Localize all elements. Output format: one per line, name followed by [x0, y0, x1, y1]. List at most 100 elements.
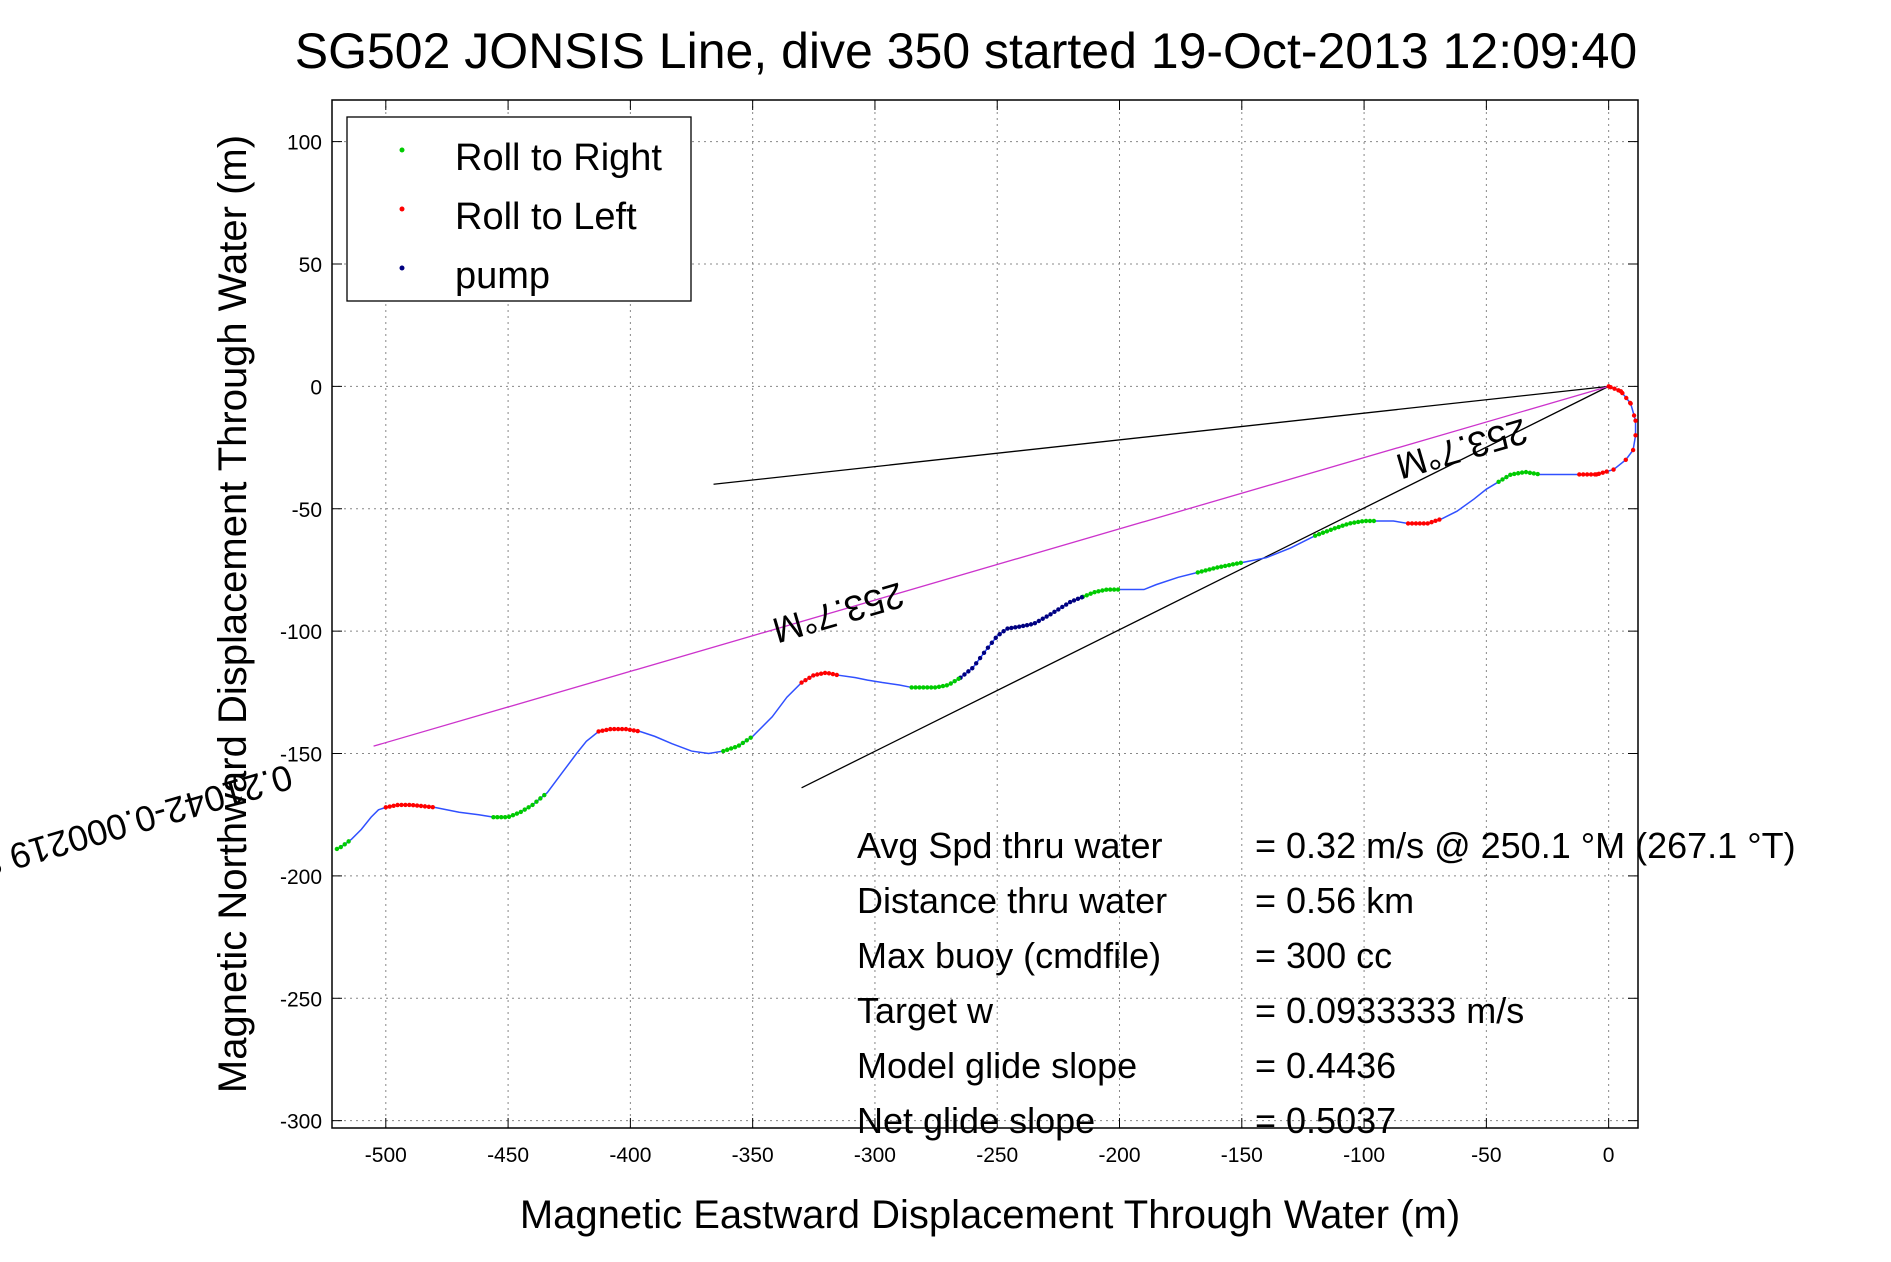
track-marker-roll-to-left: [1588, 472, 1594, 477]
track-marker-roll-to-right: [1356, 519, 1361, 525]
track-marker-pump: [1067, 599, 1073, 605]
track-marker-pump: [1028, 622, 1034, 627]
track-marker-roll-to-right: [925, 685, 930, 690]
track-marker-pump: [1060, 604, 1065, 610]
track-marker-roll-to-left: [1584, 472, 1590, 477]
track-marker-roll-to-right: [1348, 521, 1353, 526]
track-marker-roll-to-left: [1433, 518, 1438, 524]
track-marker-roll-to-right: [1211, 566, 1216, 571]
track-marker-roll-to-right: [928, 685, 934, 690]
track-marker-roll-to-right: [538, 796, 543, 801]
track-marker-roll-to-left: [627, 727, 633, 732]
track-marker-roll-to-left: [1417, 521, 1423, 526]
y-tick-label: -150: [280, 744, 322, 767]
legend-label-roll-left: Roll to Left: [455, 196, 637, 238]
track-marker-roll-to-right: [1195, 570, 1200, 575]
track-marker-roll-to-right: [1344, 522, 1349, 527]
annotation-label: Avg Spd thru water: [857, 825, 1163, 866]
track-marker-roll-to-right: [526, 805, 531, 810]
track-marker-roll-to-right: [725, 747, 730, 752]
track-marker-roll-to-left: [1604, 469, 1609, 474]
track-marker-roll-to-right: [542, 792, 547, 798]
x-tick-label: -250: [976, 1144, 1018, 1167]
track-marker-roll-to-right: [1519, 470, 1525, 475]
track-marker-roll-to-left: [1425, 521, 1430, 526]
track-marker-roll-to-left: [418, 803, 424, 809]
annotation-value: = 0.0933333 m/s: [1255, 990, 1524, 1031]
track-marker-roll-to-left: [631, 728, 636, 733]
track-marker-roll-to-left: [407, 802, 412, 808]
legend-label-pump: pump: [455, 255, 550, 297]
track-marker-pump: [985, 645, 991, 650]
track-marker-pump: [1071, 598, 1077, 603]
y-tick-label: -50: [292, 499, 322, 522]
track-marker-roll-to-right: [1096, 589, 1101, 594]
track-marker-roll-to-right: [1504, 474, 1509, 480]
track-marker-roll-to-right: [1100, 588, 1105, 593]
track-marker-roll-to-right: [1367, 518, 1373, 524]
track-marker-roll-to-right: [917, 685, 922, 690]
track-marker-roll-to-right: [499, 814, 504, 820]
track-marker-roll-to-left: [822, 670, 828, 676]
legend-marker-roll-right: [399, 147, 405, 153]
track-marker-roll-to-right: [1527, 470, 1533, 475]
annotation-label: Distance thru water: [857, 880, 1167, 921]
heading-reference-line: [801, 385, 1609, 789]
track-marker-pump: [1001, 629, 1006, 634]
track-marker-roll-to-right: [506, 814, 512, 819]
track-marker-roll-to-left: [826, 671, 832, 676]
legend-marker-roll-left: [399, 206, 405, 212]
track-marker-roll-to-right: [909, 685, 914, 690]
y-tick-label: -100: [280, 621, 322, 644]
track-marker-roll-to-right: [948, 681, 953, 686]
track-marker-roll-to-right: [936, 684, 942, 690]
annotation-value: = 0.4436: [1255, 1045, 1396, 1086]
track-marker-roll-to-right: [1531, 471, 1537, 476]
track-marker-pump: [962, 672, 967, 677]
track-marker-roll-to-right: [956, 676, 961, 682]
track-marker-roll-to-left: [403, 802, 408, 808]
track-marker-roll-to-left: [399, 802, 404, 808]
track-marker-roll-to-right: [1230, 562, 1236, 567]
track-marker-roll-to-right: [1324, 529, 1330, 534]
track-marker-roll-to-left: [395, 802, 400, 808]
track-marker-roll-to-right: [338, 844, 344, 850]
track-marker-roll-to-left: [1429, 519, 1434, 525]
y-tick-label: -300: [280, 1111, 322, 1134]
track-marker-roll-to-left: [1409, 521, 1415, 526]
track-marker-roll-to-left: [1606, 384, 1611, 389]
annotation-value: = 0.5037: [1255, 1100, 1396, 1141]
track-marker-roll-to-right: [1500, 477, 1505, 482]
x-tick-label: -300: [854, 1144, 896, 1167]
annotation-label: Model glide slope: [857, 1045, 1137, 1086]
track-marker-roll-to-right: [1535, 471, 1540, 477]
plot-frame: [331, 99, 1639, 1129]
track-marker-roll-to-right: [1363, 518, 1369, 524]
track-marker-roll-to-right: [1508, 472, 1513, 477]
track-marker-roll-to-left: [1581, 472, 1586, 477]
track-marker-roll-to-right: [1088, 591, 1093, 596]
track-marker-roll-to-left: [1421, 521, 1426, 526]
track-marker-roll-to-right: [1207, 567, 1212, 572]
track-marker-roll-to-right: [732, 744, 738, 750]
track-marker-roll-to-left: [596, 729, 601, 734]
y-axis-label: Magnetic Northward Displacement Through …: [211, 135, 255, 1093]
track-marker-roll-to-left: [1630, 447, 1636, 453]
x-tick-label: -350: [732, 1144, 774, 1167]
track-marker-roll-to-right: [1104, 587, 1109, 592]
track-marker-roll-to-left: [608, 726, 613, 732]
track-marker-roll-to-right: [1092, 589, 1097, 595]
track-marker-roll-to-left: [830, 671, 836, 677]
track-marker-roll-to-right: [921, 685, 926, 690]
track-marker-roll-to-left: [1631, 413, 1637, 418]
y-tick-label: 50: [299, 254, 322, 277]
track-marker-pump: [1048, 612, 1053, 617]
track-marker-roll-to-right: [534, 799, 539, 804]
track-marker-roll-to-right: [1496, 479, 1501, 485]
track-marker-roll-to-left: [410, 803, 416, 808]
track-marker-roll-to-right: [1115, 587, 1121, 592]
track-marker-roll-to-left: [422, 804, 428, 809]
tick-labels: -500 -450 -400 -350 -300 -250 -200 -150 -100 -50 0…: [280, 132, 1615, 1167]
track-marker-roll-to-right: [728, 746, 734, 751]
track-marker-roll-to-right: [1359, 519, 1365, 524]
